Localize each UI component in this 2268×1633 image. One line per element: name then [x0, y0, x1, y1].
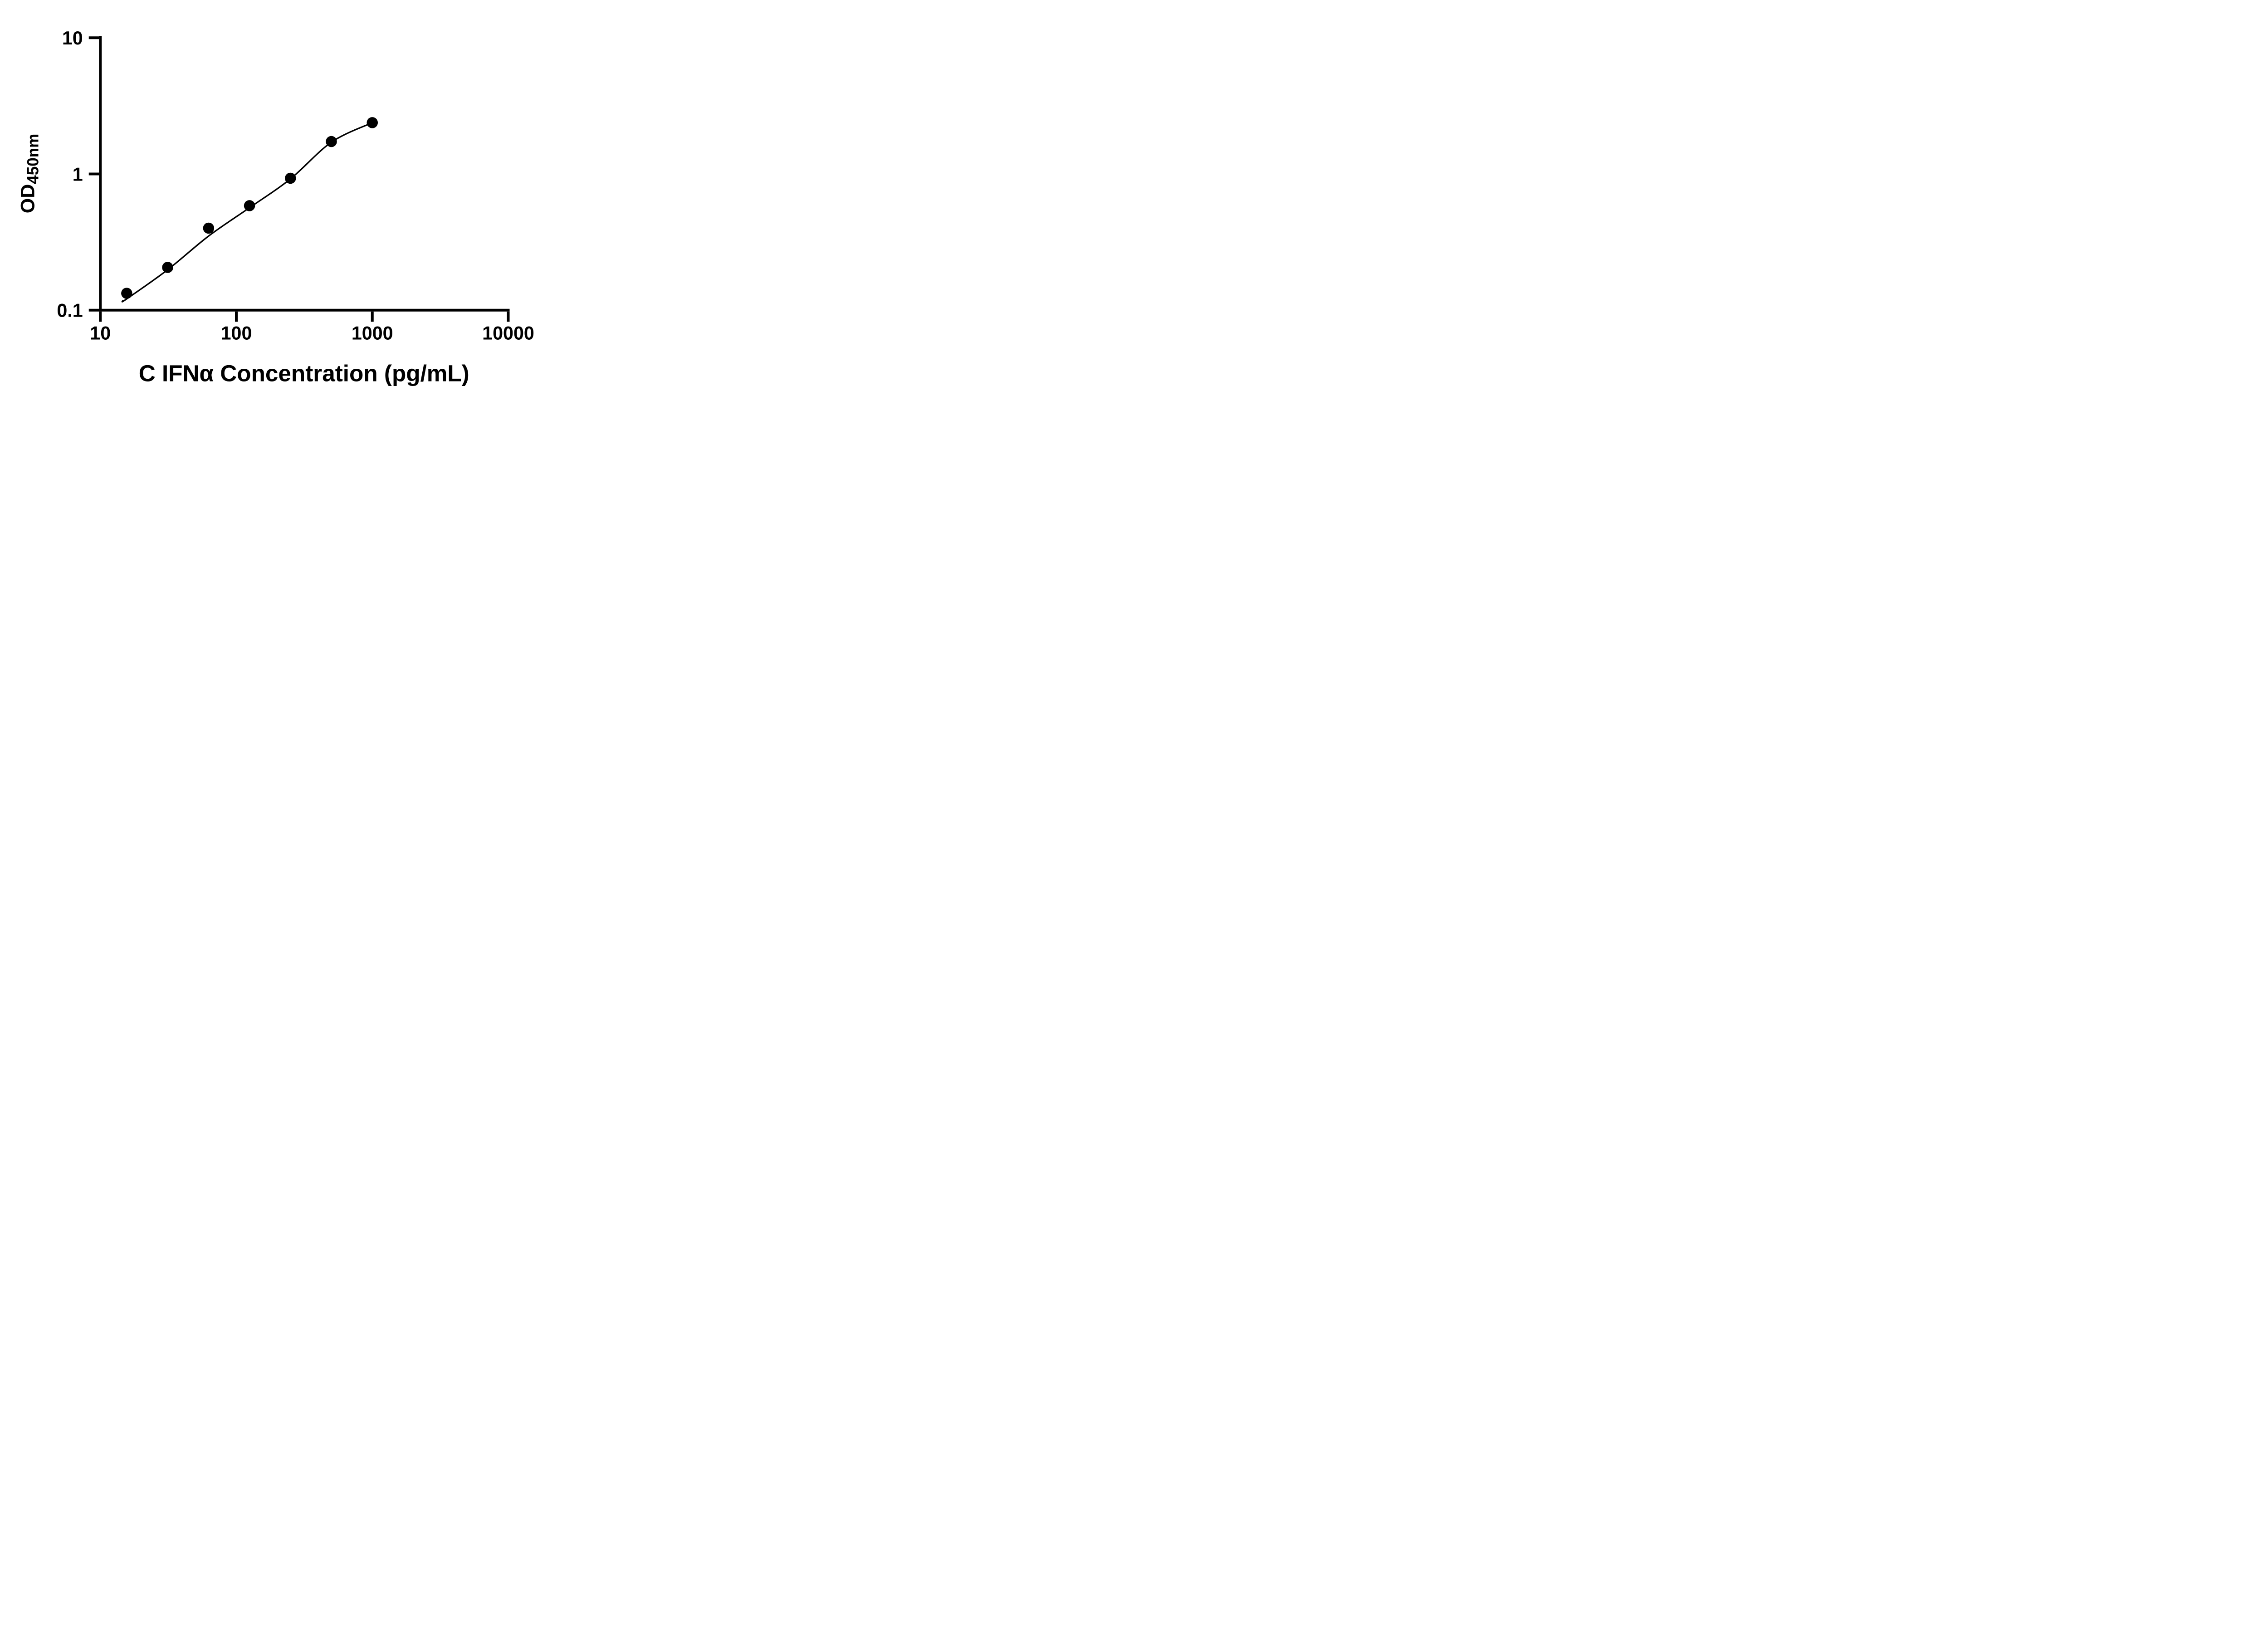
y-tick-label-1: 1 — [73, 164, 83, 185]
data-layer — [121, 117, 378, 303]
data-point-x15.625 — [121, 288, 132, 299]
data-point-x62.5 — [203, 222, 215, 234]
x-tick-100 — [235, 311, 238, 322]
y-tick-1 — [88, 172, 99, 176]
data-point-x125 — [244, 200, 255, 211]
data-point-x1000 — [367, 117, 378, 128]
y-tick-label-10: 10 — [62, 28, 83, 49]
axes-layer — [99, 36, 510, 312]
elisa-standard-curve-figure: 10 100 1000 10000 10 1 0.1 C IFNα Concentratio… — [0, 0, 571, 408]
x-tick-10000 — [507, 311, 510, 322]
data-point-x250 — [285, 172, 296, 184]
x-tick-10 — [99, 311, 102, 322]
y-tick-10 — [88, 36, 99, 39]
chart-canvas: 10 100 1000 10000 10 1 0.1 C IFNα Concentratio… — [17, 28, 534, 386]
x-axis-line — [99, 308, 510, 312]
x-tick-1000 — [371, 311, 374, 322]
x-tick-label-1000: 1000 — [352, 323, 393, 344]
y-tick-0.1 — [88, 308, 99, 312]
y-axis-title-main: OD — [17, 184, 39, 214]
x-tick-label-10000: 10000 — [482, 323, 534, 344]
x-tick-label-10: 10 — [90, 323, 111, 344]
y-tick-label-0.1: 0.1 — [57, 300, 83, 321]
fit-curve — [121, 122, 373, 303]
x-axis-title: C IFNα Concentration (pg/mL) — [139, 361, 469, 386]
tick-layer: 10 100 1000 10000 10 1 0.1 — [57, 28, 534, 344]
data-point-x31.25 — [162, 262, 173, 273]
y-axis-title: OD450nm — [17, 134, 42, 213]
y-axis-line — [99, 36, 102, 312]
x-tick-label-100: 100 — [221, 323, 252, 344]
data-point-x500 — [326, 136, 337, 147]
y-axis-title-subscript: 450nm — [24, 134, 42, 184]
